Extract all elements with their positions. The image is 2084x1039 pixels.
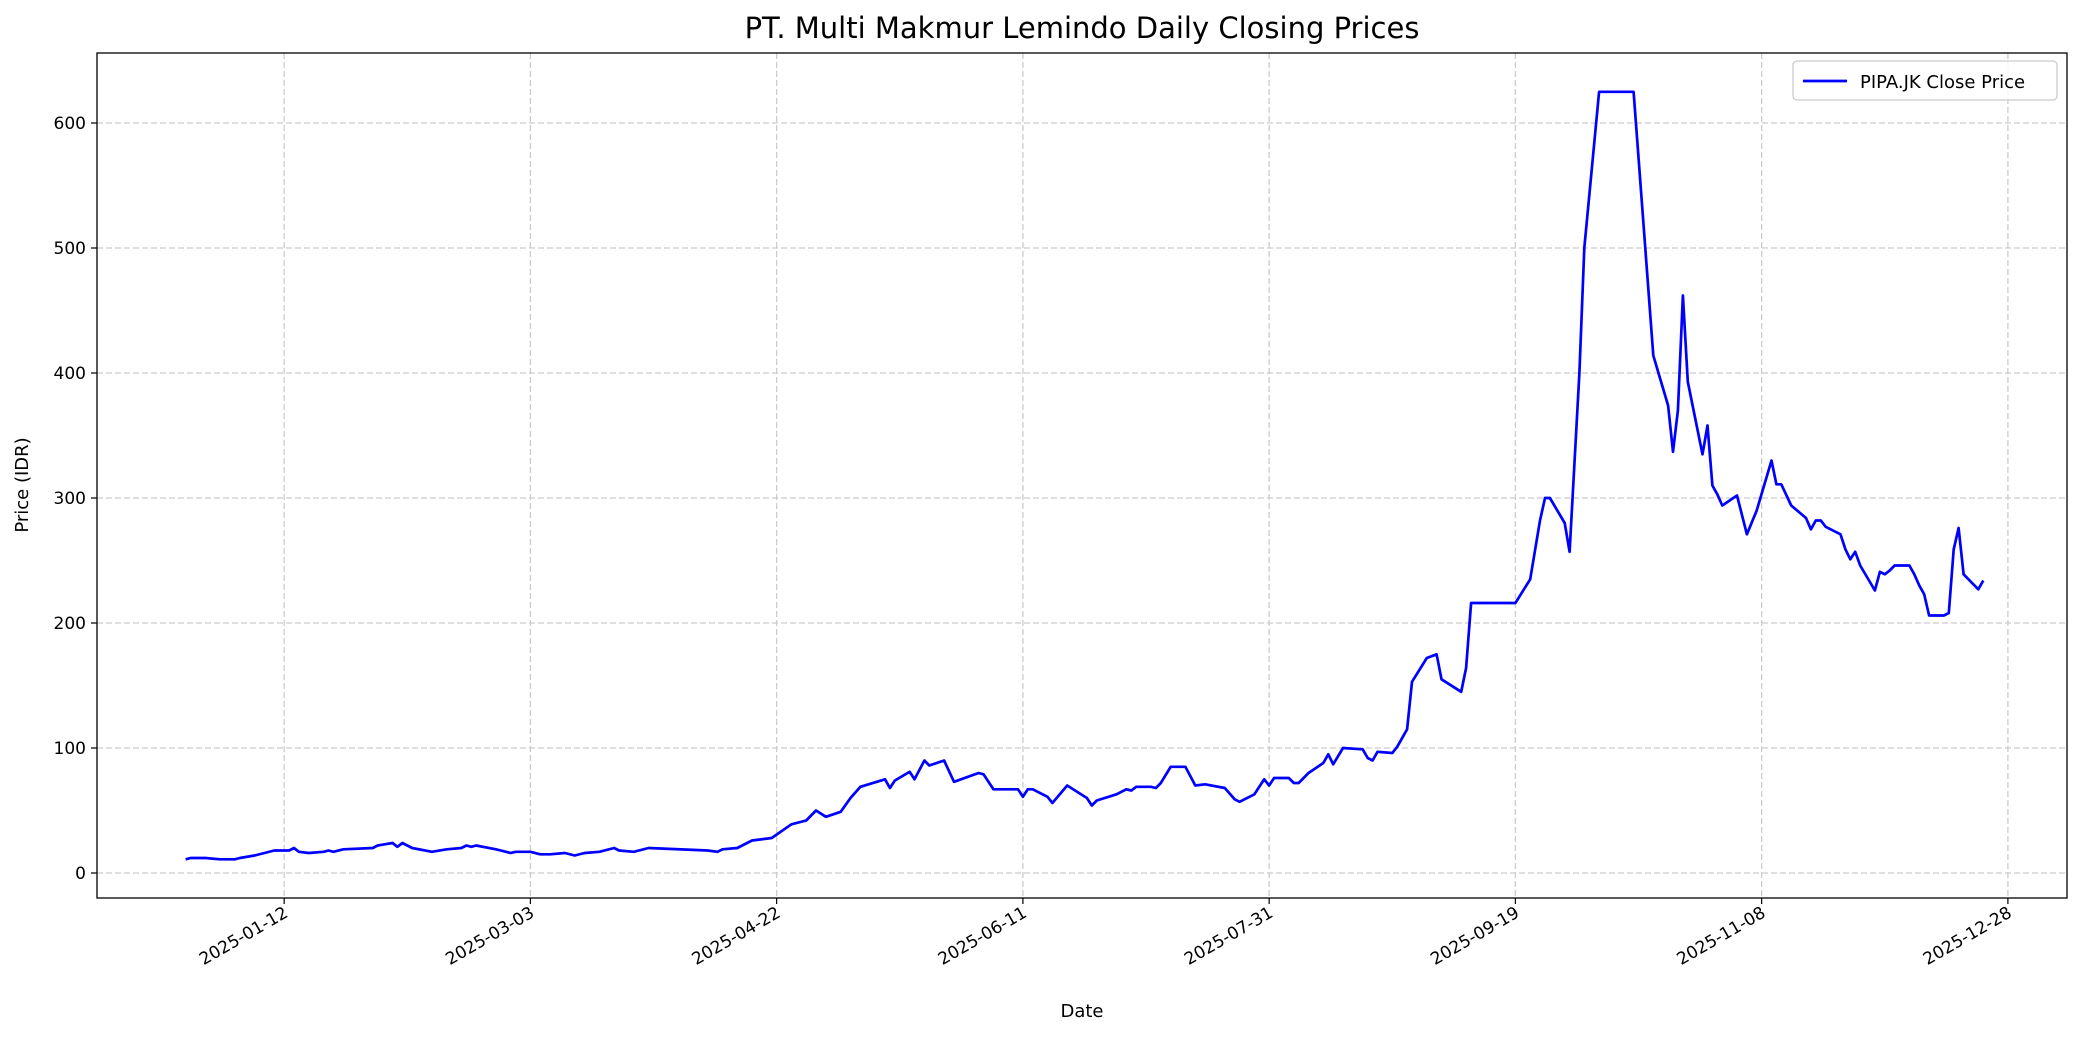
legend: PIPA.JK Close Price [1792,60,2058,101]
y-tick-label: 200 [54,614,86,634]
series-line-pipa-jk-close [185,90,1985,861]
grid-lines [97,53,2067,898]
y-tick-label: 600 [54,114,86,134]
y-tick-label: 300 [54,489,86,509]
y-axis-ticks: 0 100 200 300 400 500 600 [54,114,97,884]
legend-label: PIPA.JK Close Price [1860,72,2025,93]
y-tick-label: 0 [75,864,86,884]
legend-box [1792,60,2058,101]
y-tick-label: 500 [54,239,86,259]
chart-title: PT. Multi Makmur Lemindo Daily Closing P… [745,11,1420,45]
y-axis-label: Price (IDR) [12,437,33,532]
y-tick-label: 400 [54,364,86,384]
series-layer [185,90,1985,861]
x-axis-label: Date [1060,1001,1103,1022]
y-tick-label: 100 [54,739,86,759]
plot-frame [96,52,2068,899]
